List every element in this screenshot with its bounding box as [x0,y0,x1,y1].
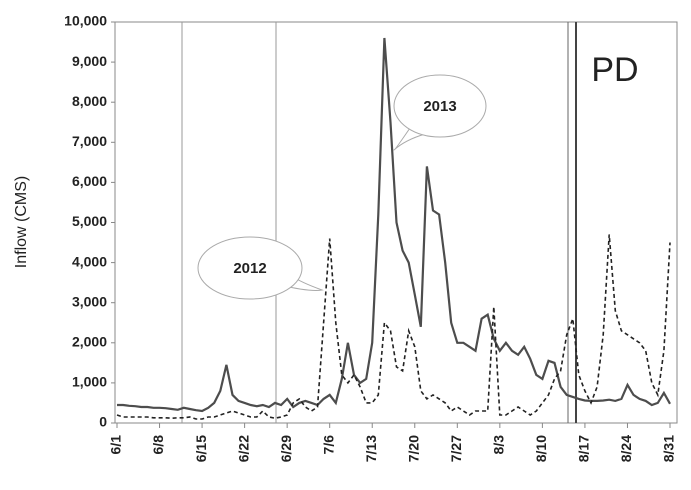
x-tick-label: 6/29 [278,435,294,462]
y-tick-label: 3,000 [72,293,107,309]
series-label: 2012 [233,260,266,277]
y-tick-label: 10,000 [64,13,107,29]
series-line [116,234,671,420]
y-tick-label: 2,000 [72,334,107,350]
callouts: 2013 2012 [197,74,487,300]
x-tick-label: 6/15 [193,435,209,462]
x-tick-label: 6/8 [150,435,166,455]
series-line [117,37,671,413]
y-tick-label: 4,000 [72,253,107,269]
y-tick-label: 5,000 [72,213,107,229]
pd-label: PD [591,51,638,89]
x-tick-label: 7/27 [448,435,464,462]
y-tick-label: 6,000 [72,173,107,189]
x-tick-label: 8/31 [661,435,677,462]
y-tick-label: 1,000 [72,374,107,390]
x-tick-label: 8/3 [491,435,507,455]
x-tick-label: 6/22 [235,435,251,462]
callout-bubble [197,236,303,300]
series-label: 2013 [423,98,456,115]
x-tick-label: 6/1 [108,435,124,455]
y-tick-label: 9,000 [72,53,107,69]
x-tick-label: 8/24 [618,435,634,462]
y-tick-label: 8,000 [72,93,107,109]
callout-bubble [393,74,487,138]
x-tick-label: 8/10 [533,435,549,462]
y-tick-label: 7,000 [72,133,107,149]
y-axis-label: Inflow (CMS) [13,176,30,268]
x-tick-label: 7/13 [363,435,379,462]
x-tick-label: 7/20 [405,435,421,462]
x-tick-label: 8/17 [576,435,592,462]
x-tick-label: 7/6 [320,435,336,455]
y-tick-label: 0 [99,414,107,430]
